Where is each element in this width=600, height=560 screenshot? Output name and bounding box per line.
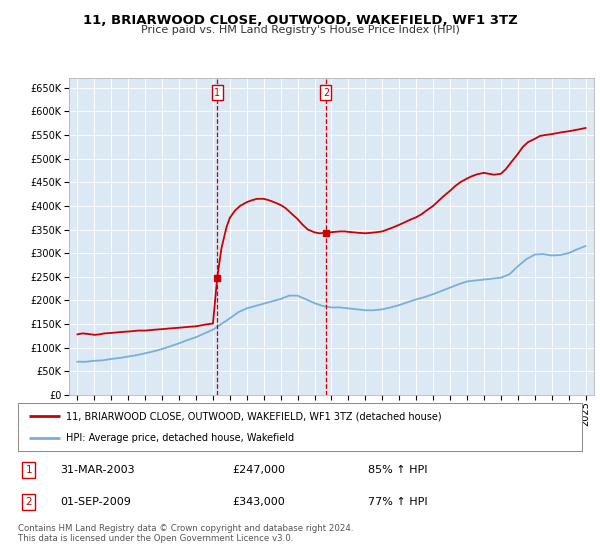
Text: HPI: Average price, detached house, Wakefield: HPI: Average price, detached house, Wake…: [66, 433, 294, 443]
Text: 11, BRIARWOOD CLOSE, OUTWOOD, WAKEFIELD, WF1 3TZ: 11, BRIARWOOD CLOSE, OUTWOOD, WAKEFIELD,…: [83, 14, 517, 27]
Text: 01-SEP-2009: 01-SEP-2009: [60, 497, 131, 507]
Text: Price paid vs. HM Land Registry's House Price Index (HPI): Price paid vs. HM Land Registry's House …: [140, 25, 460, 35]
Text: 1: 1: [25, 465, 32, 475]
Text: £247,000: £247,000: [232, 465, 286, 475]
Text: 31-MAR-2003: 31-MAR-2003: [60, 465, 135, 475]
Text: 1: 1: [214, 87, 220, 97]
Text: 11, BRIARWOOD CLOSE, OUTWOOD, WAKEFIELD, WF1 3TZ (detached house): 11, BRIARWOOD CLOSE, OUTWOOD, WAKEFIELD,…: [66, 411, 442, 421]
Text: 85% ↑ HPI: 85% ↑ HPI: [368, 465, 427, 475]
Text: Contains HM Land Registry data © Crown copyright and database right 2024.
This d: Contains HM Land Registry data © Crown c…: [18, 524, 353, 543]
Text: £343,000: £343,000: [232, 497, 285, 507]
Text: 2: 2: [323, 87, 329, 97]
Text: 2: 2: [25, 497, 32, 507]
Text: 77% ↑ HPI: 77% ↑ HPI: [368, 497, 427, 507]
